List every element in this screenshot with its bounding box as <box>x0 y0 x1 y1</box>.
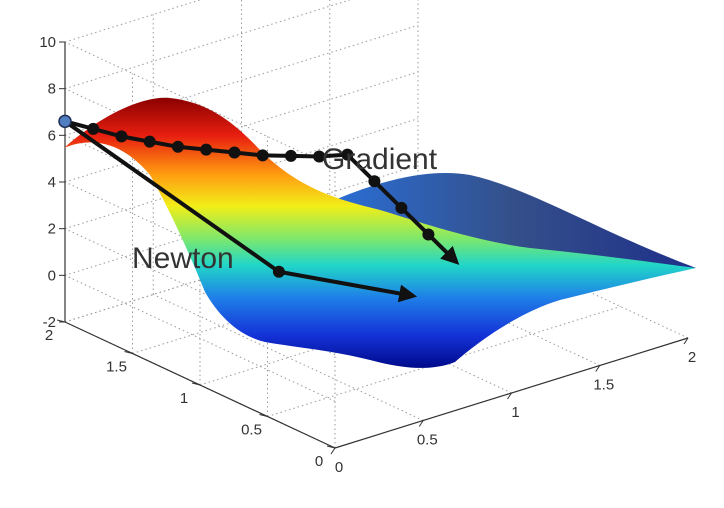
start-point <box>58 114 72 129</box>
newton-label: Newton <box>132 242 234 275</box>
gradient-point <box>256 149 269 162</box>
y-tick-label: 0.5 <box>241 422 262 439</box>
y-tick-mark <box>124 351 133 354</box>
z-gridline-back <box>64 0 202 43</box>
gradient-point <box>284 149 297 162</box>
y-tick-mark <box>191 382 201 386</box>
gradient-point <box>368 175 381 188</box>
z-gridline-left <box>64 274 336 402</box>
newton-point <box>272 265 285 278</box>
z-tick-label: 10 <box>39 34 56 51</box>
y-tick-mark <box>259 414 268 417</box>
gradient-point <box>87 122 100 135</box>
x-tick-mark <box>595 365 601 372</box>
y-tick-label: 2 <box>45 327 53 344</box>
x-tick-mark <box>507 392 512 400</box>
gradient-point <box>313 150 326 163</box>
x-tick-label: 2 <box>688 349 696 366</box>
z-tick-label: 2 <box>48 221 56 238</box>
z-tick-label: 6 <box>48 127 56 144</box>
surface-main <box>64 97 696 368</box>
x-gridline-floor <box>153 294 424 421</box>
x-tick-label: 1.5 <box>593 377 614 394</box>
y-tick-label: 1.5 <box>106 359 127 376</box>
surface-mesh <box>64 97 696 368</box>
z-tick-label: 0 <box>48 267 56 284</box>
y-tick-mark <box>56 319 66 323</box>
x-tick-label: 0 <box>335 459 343 476</box>
gradient-point <box>341 148 354 161</box>
x-tick-label: 0.5 <box>417 432 438 449</box>
optimization-paths <box>58 114 460 303</box>
z-tick-label: 4 <box>48 174 56 191</box>
y-tick-label: 1 <box>180 390 188 407</box>
gradient-point <box>171 140 184 153</box>
x-tick-label: 1 <box>511 404 519 421</box>
x-tick-mark <box>418 420 424 427</box>
gradient-point <box>143 135 156 148</box>
gradient-point <box>115 130 128 143</box>
gradient-point <box>200 143 213 156</box>
gradient-point <box>422 228 435 241</box>
axis-lines: -2 0 2 4 6 8 10 0 0.5 1 1.5 2 0 0.5 1 1.5 2 <box>39 34 696 476</box>
y-tick-mark <box>326 445 336 449</box>
x-tick-mark <box>330 447 336 455</box>
y-tick-label: 0 <box>315 453 323 470</box>
gradient-point <box>395 201 408 214</box>
z-tick-label: 8 <box>48 81 56 98</box>
z-gridline-back <box>64 24 419 136</box>
series-gradient-path <box>64 119 460 265</box>
z-tick-label: -2 <box>43 314 56 331</box>
z-gridline-back <box>64 0 352 90</box>
series-newton-path <box>63 119 418 303</box>
gradient-point <box>228 146 241 159</box>
x-tick-mark <box>683 337 689 345</box>
gradient-label: Gradient <box>322 143 438 176</box>
